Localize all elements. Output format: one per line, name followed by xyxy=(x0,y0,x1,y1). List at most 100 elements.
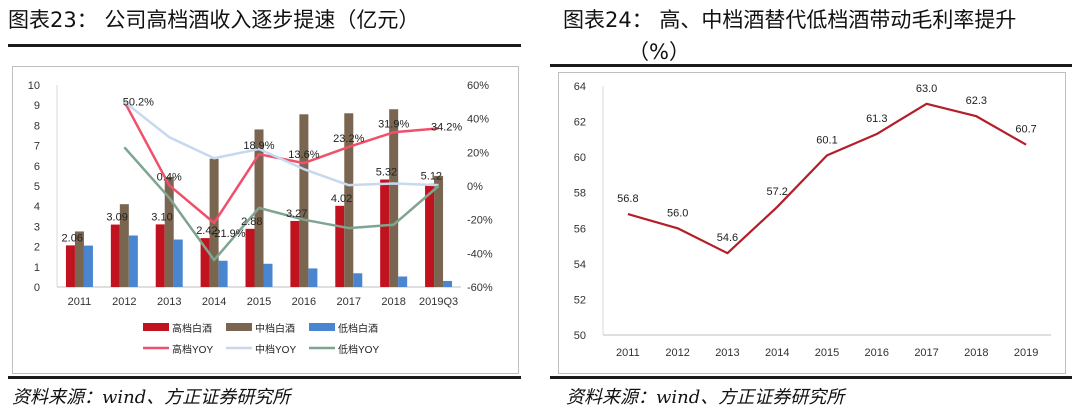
y-tick-label: 52 xyxy=(574,294,586,306)
y-left-tick-label: 10 xyxy=(28,80,40,92)
high-yoy-data-label: -21.9% xyxy=(211,228,246,240)
high-grade-bar xyxy=(335,205,345,287)
x-tick-label: 2016 xyxy=(865,347,889,359)
x-tick-label: 2015 xyxy=(815,347,839,359)
right-source-note: 资料来源：wind、方正证券研究所 xyxy=(566,387,845,408)
gross-margin-data-label: 54.6 xyxy=(717,232,738,244)
gross-margin-data-label: 60.1 xyxy=(816,134,837,146)
high-grade-data-label: 2.06 xyxy=(62,232,83,244)
y-left-tick-label: 9 xyxy=(34,100,40,112)
low-grade-bar xyxy=(263,263,273,287)
mid-grade-bar xyxy=(389,109,399,287)
y-tick-label: 62 xyxy=(574,117,586,129)
x-tick-label: 2018 xyxy=(381,296,405,308)
mid-grade-bar xyxy=(74,231,84,287)
low-grade-bar xyxy=(83,245,93,287)
x-tick-label: 2011 xyxy=(68,296,92,308)
legend-label: 中档白酒 xyxy=(255,322,295,335)
y-right-tick-label: 40% xyxy=(467,114,489,126)
left-chart-title: 图表23： 公司高档酒收入逐步提速（亿元） xyxy=(8,8,420,32)
mid-grade-bar xyxy=(344,113,354,287)
high-grade-data-label: 2.42 xyxy=(196,225,217,237)
x-tick-label: 2013 xyxy=(157,296,181,308)
high-yoy-data-label: 18.9% xyxy=(243,140,274,152)
right-chart-frame: 50 52 54 56 58 60 62 64 2011 2012 2013 2014 2015 2016… xyxy=(558,72,1066,374)
mid-grade-bar xyxy=(119,204,129,287)
legend-label: 中档YOY xyxy=(255,343,296,356)
low-grade-bar xyxy=(443,280,453,287)
y-tick-label: 60 xyxy=(574,152,586,164)
high-grade-bar xyxy=(290,220,300,287)
y-tick-label: 54 xyxy=(574,259,586,271)
high-grade-data-label: 3.27 xyxy=(286,208,307,220)
legend-label: 高档白酒 xyxy=(172,322,212,335)
y-left-tick-label: 0 xyxy=(34,282,40,294)
right-title-rule xyxy=(550,64,1072,67)
y-left-tick-label: 1 xyxy=(34,262,40,274)
x-tick-label: 2012 xyxy=(112,296,136,308)
left-chart-svg: 0 1 2 3 4 5 6 7 8 9 10 -60% -40% -20% 0% 20% 40% 60% 2011 2… xyxy=(28,80,493,356)
low-grade-bar xyxy=(128,235,138,287)
gross-margin-data-label: 61.3 xyxy=(866,113,887,125)
high-grade-bar xyxy=(245,228,255,287)
y-tick-label: 56 xyxy=(574,223,586,235)
gross-margin-data-label: 56.8 xyxy=(617,193,638,205)
high-yoy-data-label: 23.2% xyxy=(333,133,364,145)
legend-swatch xyxy=(226,323,252,331)
legend-label: 高档YOY xyxy=(172,343,213,356)
y-tick-label: 58 xyxy=(574,188,586,200)
low-grade-bar xyxy=(173,239,183,287)
high-yoy-data-label: 50.2% xyxy=(123,96,154,108)
y-right-tick-label: -60% xyxy=(467,282,493,294)
y-left-tick-label: 3 xyxy=(34,221,40,233)
gross-margin-data-label: 62.3 xyxy=(966,95,987,107)
gross-margin-line xyxy=(627,102,1027,255)
high-grade-data-label: 2.88 xyxy=(241,216,262,228)
x-tick-label: 2016 xyxy=(292,296,316,308)
legend-label: 低档白酒 xyxy=(338,322,378,335)
low-yoy-line xyxy=(123,146,440,262)
x-tick-label: 2012 xyxy=(665,347,689,359)
y-left-tick-label: 2 xyxy=(34,242,40,254)
left-source-note: 资料来源：wind、方正证券研究所 xyxy=(12,387,291,408)
right-chart-title-line1: 图表24： 高、中档酒替代低档酒带动毛利率提升 xyxy=(563,8,1017,32)
x-tick-label: 2015 xyxy=(247,296,271,308)
y-tick-label: 64 xyxy=(574,81,586,93)
y-right-tick-label: 0% xyxy=(467,181,483,193)
left-title-rule xyxy=(8,44,521,47)
high-grade-data-label: 5.32 xyxy=(376,167,397,179)
x-tick-label: 2017 xyxy=(914,347,938,359)
y-left-tick-label: 5 xyxy=(34,181,40,193)
right-chart-svg: 50 52 54 56 58 60 62 64 2011 2012 2013 2014 2015 2016… xyxy=(574,81,1051,359)
low-grade-bar xyxy=(398,276,408,287)
x-tick-label: 2019Q3 xyxy=(419,296,458,308)
x-tick-label: 2014 xyxy=(202,296,226,308)
low-grade-bar xyxy=(218,260,228,287)
y-right-tick-label: 20% xyxy=(467,147,489,159)
y-right-tick-label: 60% xyxy=(467,80,489,92)
high-grade-data-label: 5.12 xyxy=(421,171,442,183)
high-yoy-data-label: 13.6% xyxy=(288,149,319,161)
left-source-rule xyxy=(8,376,521,379)
high-grade-bar xyxy=(200,238,210,287)
y-left-tick-label: 7 xyxy=(34,141,40,153)
y-right-tick-label: -20% xyxy=(467,215,493,227)
y-left-tick-label: 4 xyxy=(34,201,40,213)
low-grade-bar xyxy=(353,273,363,287)
x-tick-label: 2013 xyxy=(715,347,739,359)
gross-margin-data-label: 56.0 xyxy=(667,207,688,219)
x-tick-label: 2019 xyxy=(1014,347,1038,359)
low-grade-bar xyxy=(308,268,318,287)
x-tick-label: 2014 xyxy=(765,347,789,359)
high-yoy-data-label: 34.2% xyxy=(431,121,462,133)
mid-grade-bar xyxy=(434,175,444,287)
legend-swatch xyxy=(143,323,169,331)
gross-margin-data-label: 57.2 xyxy=(767,186,788,198)
high-grade-bar xyxy=(110,224,120,287)
mid-yoy-line xyxy=(123,100,439,187)
mid-grade-bar xyxy=(164,176,174,287)
y-right-tick-label: -40% xyxy=(467,248,493,260)
high-grade-bar xyxy=(380,179,390,287)
right-source-rule xyxy=(550,376,1072,379)
gross-margin-data-label: 63.0 xyxy=(916,83,937,95)
